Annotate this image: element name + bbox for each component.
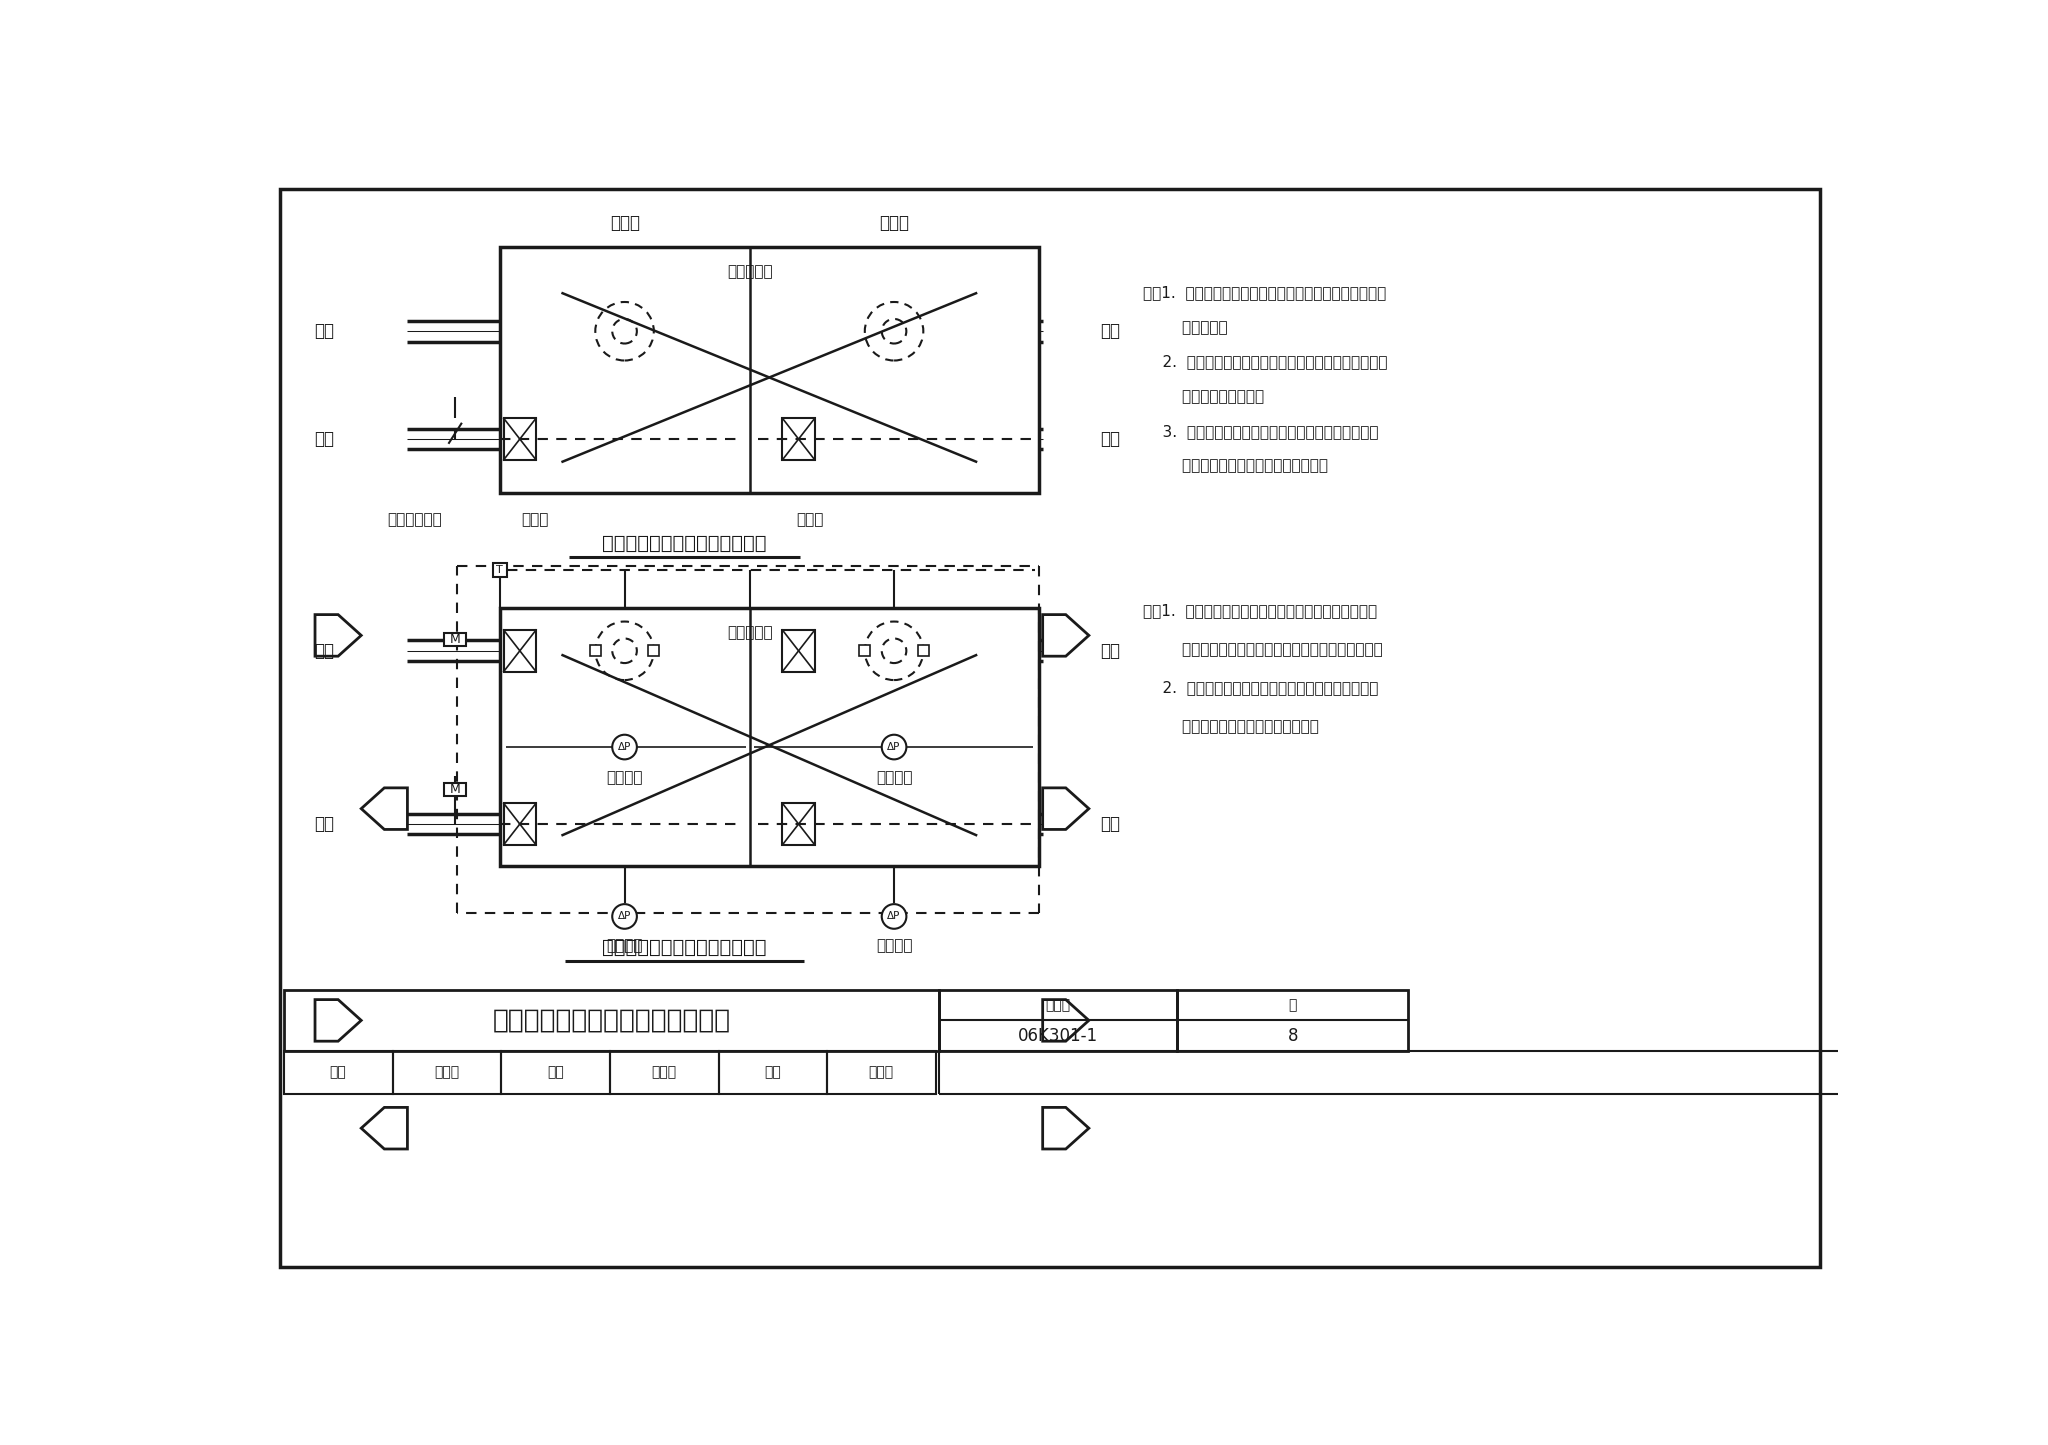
Bar	[285, 990, 938, 1051]
Bar	[827, 1051, 936, 1094]
Text: 定值时自动关闭风阀及送排风机。: 定值时自动关闭风阀及送排风机。	[1143, 718, 1319, 734]
Text: ΔP: ΔP	[618, 743, 631, 751]
Bar	[1178, 990, 1409, 1051]
Text: ΔP: ΔP	[618, 912, 631, 922]
Text: 图集号: 图集号	[1047, 998, 1071, 1011]
Text: 2.  本图为机组内置过滤器，否则设计人员应在机外根: 2. 本图为机组内置过滤器，否则设计人员应在机外根	[1143, 354, 1386, 370]
Bar	[938, 990, 1178, 1051]
Text: 注：1.  排风比较干净、不会污染换热器时，排风入口可不: 注：1. 排风比较干净、不会污染换热器时，排风入口可不	[1143, 285, 1386, 301]
Text: 送风: 送风	[1100, 322, 1120, 340]
Text: 06K301-1: 06K301-1	[1018, 1027, 1098, 1045]
Bar	[502, 1051, 610, 1094]
Text: 排风: 排风	[1100, 815, 1120, 834]
Bar	[782, 803, 815, 845]
Bar	[285, 1051, 393, 1094]
Bar	[500, 247, 1038, 493]
Text: 8: 8	[1288, 1027, 1298, 1045]
Bar	[590, 646, 600, 656]
Text: 殷德刚: 殷德刚	[868, 1065, 893, 1079]
Bar	[504, 418, 537, 460]
Text: 不带旁通系统流程图、控制原理图: 不带旁通系统流程图、控制原理图	[492, 1007, 731, 1033]
Text: 使用。防霜冻控制器根据各地气候条件选择使用。: 使用。防霜冻控制器根据各地气候条件选择使用。	[1143, 642, 1382, 657]
Bar	[918, 646, 928, 656]
Bar	[649, 646, 659, 656]
Text: 送风机: 送风机	[879, 214, 909, 233]
Bar	[444, 633, 467, 646]
Text: 区，新风入口可不设开关联锁风阀。: 区，新风入口可不设开关联锁风阀。	[1143, 458, 1327, 474]
Bar	[860, 646, 870, 656]
Text: 不带旁通新风热回收控制原理图: 不带旁通新风热回收控制原理图	[602, 938, 766, 957]
Text: 新风: 新风	[313, 431, 334, 448]
Text: 压差报警: 压差报警	[877, 938, 911, 954]
Text: 排风: 排风	[1100, 431, 1120, 448]
Bar	[494, 564, 506, 577]
Text: 过滤器: 过滤器	[797, 513, 823, 527]
Text: 新风: 新风	[313, 815, 334, 834]
Bar	[782, 418, 815, 460]
Text: 不带旁通新风热回收系统流程图: 不带旁通新风热回收系统流程图	[602, 533, 766, 552]
Circle shape	[612, 905, 637, 929]
Text: 注：1.  风机压差检测信号根据楼宇自控的整体要求选择: 注：1. 风机压差检测信号根据楼宇自控的整体要求选择	[1143, 603, 1376, 618]
Circle shape	[612, 734, 637, 760]
Bar	[393, 1051, 502, 1094]
Text: M: M	[451, 783, 461, 796]
Text: 压差检测: 压差检测	[606, 770, 643, 785]
Text: 3.  夏热冬暖地区、温和地区以及系统不会霜冻的地: 3. 夏热冬暖地区、温和地区以及系统不会霜冻的地	[1143, 423, 1378, 439]
Text: 排风: 排风	[313, 642, 334, 660]
Text: 压差报警: 压差报警	[606, 938, 643, 954]
Bar	[500, 608, 1038, 867]
Bar	[610, 1051, 719, 1094]
Bar	[504, 803, 537, 845]
Text: 设计: 设计	[764, 1065, 780, 1079]
Text: 秦长辉: 秦长辉	[651, 1065, 676, 1079]
Text: 页: 页	[1288, 998, 1296, 1011]
Bar	[782, 630, 815, 672]
Text: 新风换气机: 新风换气机	[727, 263, 772, 279]
Text: 开关联锁风阀: 开关联锁风阀	[387, 513, 442, 527]
Text: ΔP: ΔP	[887, 912, 901, 922]
Text: 过滤器: 过滤器	[522, 513, 549, 527]
Text: 新风换气机: 新风换气机	[727, 626, 772, 640]
Text: 审核: 审核	[330, 1065, 346, 1079]
Bar	[444, 783, 467, 796]
Text: 李远学: 李远学	[434, 1065, 459, 1079]
Bar	[719, 1051, 827, 1094]
Text: 校对: 校对	[547, 1065, 563, 1079]
Text: 压差检测: 压差检测	[877, 770, 911, 785]
Bar	[504, 630, 537, 672]
Text: 2.  开关风阀与送排风机联锁开启。排风温度低于设: 2. 开关风阀与送排风机联锁开启。排风温度低于设	[1143, 681, 1378, 695]
Text: ΔP: ΔP	[887, 743, 901, 751]
Circle shape	[883, 734, 907, 760]
Text: M: M	[451, 633, 461, 646]
Text: 据要求设置过滤器。: 据要求设置过滤器。	[1143, 389, 1264, 405]
Text: 送风: 送风	[1100, 642, 1120, 660]
Text: T: T	[496, 565, 504, 575]
Text: 设过滤器。: 设过滤器。	[1143, 319, 1227, 335]
Text: 排风: 排风	[313, 322, 334, 340]
Circle shape	[883, 905, 907, 929]
Text: 排风机: 排风机	[610, 214, 639, 233]
Bar	[938, 1051, 2048, 1094]
